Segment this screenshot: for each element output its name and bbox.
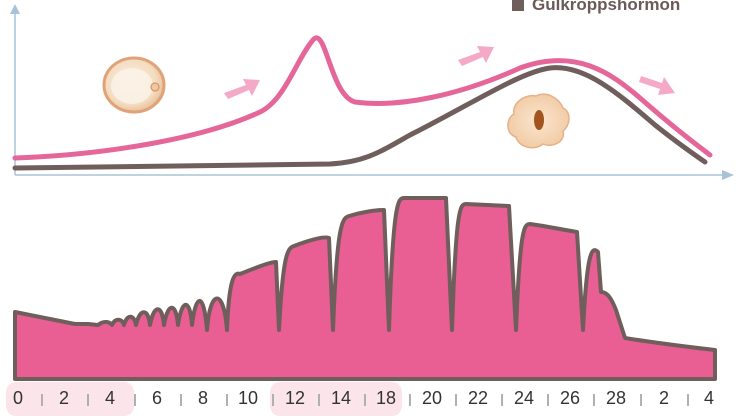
- axis-tick-label: 12: [284, 388, 306, 408]
- legend-swatch: [512, 0, 524, 11]
- axis-separator: [134, 394, 136, 406]
- axis-separator: [87, 394, 89, 406]
- egg-cell-icon: [102, 56, 166, 114]
- estrogen-curve: [12, 35, 713, 161]
- arrow-icon: [458, 46, 494, 66]
- axis-tick-label: 4: [104, 388, 115, 408]
- axis-tick-label: 26: [559, 388, 581, 408]
- arrow-icon: [224, 79, 260, 99]
- axis-tick-label: 20: [421, 388, 443, 408]
- axis-separator: [501, 394, 503, 406]
- axis-tick-label: 2: [58, 388, 69, 408]
- axis-separator: [180, 394, 182, 406]
- axis-separator: [547, 394, 549, 406]
- axis-separator: [593, 394, 595, 406]
- endometrium-area: [13, 196, 717, 381]
- axis-separator: [226, 394, 228, 406]
- axis-separator: [41, 394, 43, 406]
- axis-separator: [687, 394, 689, 406]
- axis-tick-label: 2: [658, 388, 669, 408]
- axis-separator: [318, 394, 320, 406]
- axis-tick-label: 4: [703, 388, 714, 408]
- axis-tick-label: 8: [197, 388, 208, 408]
- axis-tick-label: 6: [151, 388, 162, 408]
- axis-tick-label: 10: [237, 388, 259, 408]
- axis-separator: [364, 394, 366, 406]
- axis-separator: [455, 394, 457, 406]
- axis-separator: [640, 394, 642, 406]
- corpus-luteum-icon: [507, 93, 570, 149]
- axis-tick-label: 18: [375, 388, 397, 408]
- axis-separator: [409, 394, 411, 406]
- legend-label: Gulkroppshormon: [532, 0, 681, 14]
- axis-separator: [272, 394, 274, 406]
- axis-tick-label: 28: [605, 388, 627, 408]
- legend: Gulkroppshormon: [512, 0, 680, 16]
- axis-tick-label: 24: [513, 388, 535, 408]
- highlight-band-menstruation: [6, 382, 134, 416]
- hormone-chart-axes: [10, 4, 734, 180]
- axis-tick-label: 14: [330, 388, 352, 408]
- axis-tick-label: 0: [12, 388, 23, 408]
- arrow-icon: [639, 76, 675, 95]
- progesterone-curve: [12, 65, 708, 171]
- cycle-day-axis: 0 2 4 6 8 10 12 14 18 20 22 24 26 28 2 4: [0, 380, 746, 419]
- axis-tick-label: 22: [467, 388, 489, 408]
- highlight-band-ovulation: [270, 382, 402, 416]
